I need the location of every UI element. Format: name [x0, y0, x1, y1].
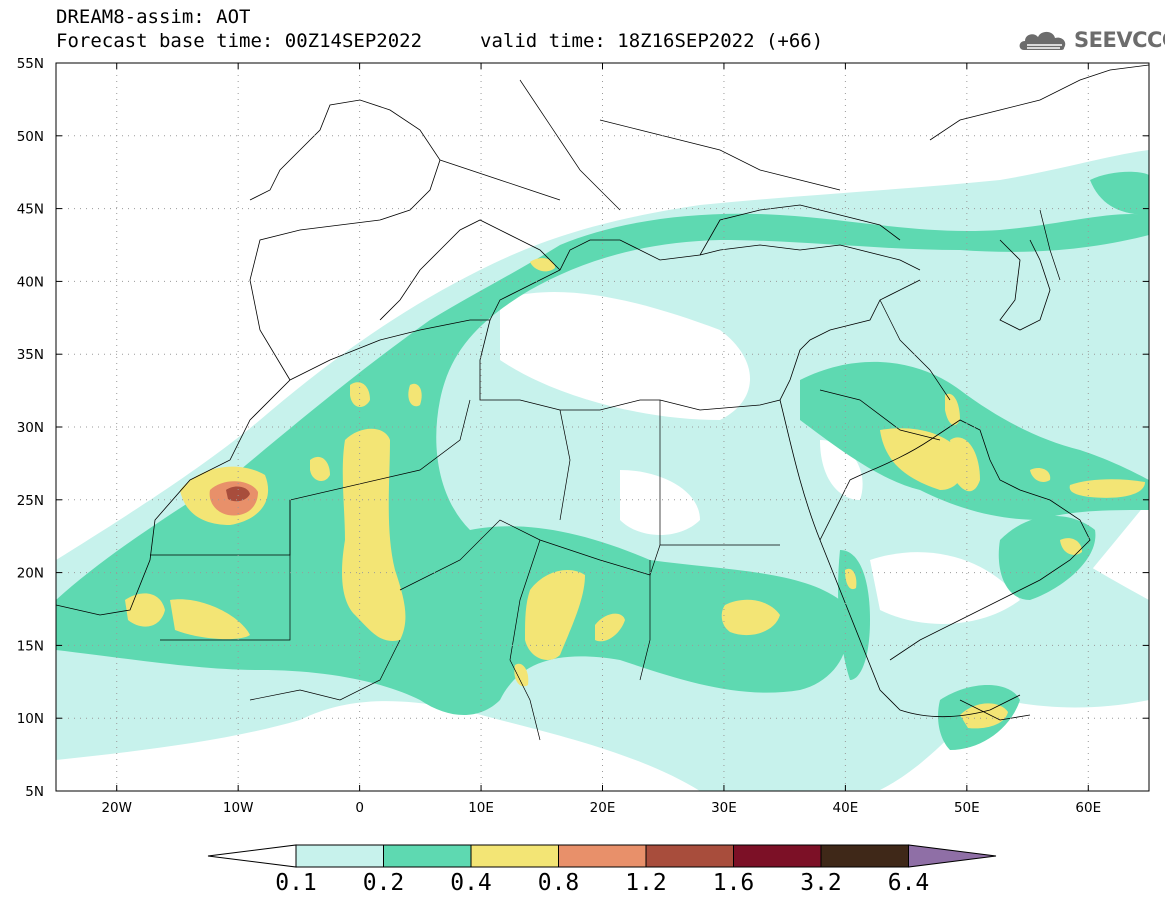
colorbar-label-3.2: 3.2 [800, 870, 842, 896]
lon-label-20e: 20E [590, 800, 616, 816]
colorbar-swatch [820, 844, 909, 868]
lat-label-10n: 10N [17, 711, 44, 727]
lon-label-20w: 20W [101, 800, 132, 816]
colorbar-swatch [733, 844, 822, 868]
colorbar-label-0.2: 0.2 [362, 870, 405, 896]
colorbar-overflow-arrow [908, 844, 997, 868]
colorbar-label-0.4: 0.4 [450, 870, 492, 896]
colorbar-label-6.4: 6.4 [887, 870, 930, 896]
lat-label-30n: 30N [17, 420, 44, 436]
lon-label-10e: 10E [468, 800, 494, 816]
colorbar-label-0.8: 0.8 [537, 870, 580, 896]
colorbar-swatch [558, 844, 647, 868]
logo-text: SEEVCCC [1074, 28, 1165, 52]
lon-label-30e: 30E [711, 800, 737, 816]
latitude-labels: 5N 10N 15N 20N 25N 30N 35N 40N 45N 50N 5… [17, 56, 44, 800]
lon-label-50e: 50E [954, 800, 980, 816]
valid-time: valid time: 18Z16SEP2022 (+66) [480, 30, 824, 52]
colorbar-label-0.1: 0.1 [275, 870, 317, 896]
map-title: DREAM8-assim: AOT [56, 6, 251, 28]
lon-label-0: 0 [355, 800, 364, 816]
axis-ticks [56, 62, 1149, 792]
lat-label-50n: 50N [17, 129, 44, 145]
lat-label-5n: 5N [25, 784, 44, 800]
colorbar [207, 844, 997, 868]
colorbar-swatch [295, 844, 384, 868]
lat-label-40n: 40N [17, 274, 44, 290]
colorbar-swatch [645, 844, 734, 868]
lat-label-25n: 25N [17, 493, 44, 509]
forecast-base-time: Forecast base time: 00Z14SEP2022 [56, 30, 423, 52]
colorbar-underflow-arrow [207, 844, 297, 868]
lon-label-10w: 10W [223, 800, 254, 816]
lat-label-55n: 55N [17, 56, 44, 72]
colorbar-swatch [470, 844, 559, 868]
lon-label-40e: 40E [833, 800, 859, 816]
lat-label-35n: 35N [17, 347, 44, 363]
country-borders [150, 79, 1061, 741]
lon-label-60e: 60E [1075, 800, 1101, 816]
lat-label-20n: 20N [17, 566, 44, 582]
lat-label-45n: 45N [17, 202, 44, 218]
colorbar-label-1.6: 1.6 [712, 870, 755, 896]
graticule [56, 63, 1149, 791]
seevccc-logo: SEEVCCC [1018, 26, 1165, 56]
cloud-logo-icon [1019, 31, 1066, 50]
colorbar-swatch [383, 844, 472, 868]
aot-field-1.2-1.6 [226, 486, 250, 502]
longitude-labels: 20W 10W 0 10E 20E 30E 40E 50E 60E [101, 800, 1101, 816]
colorbar-label-1.2: 1.2 [625, 870, 667, 896]
lat-label-15n: 15N [17, 638, 44, 654]
